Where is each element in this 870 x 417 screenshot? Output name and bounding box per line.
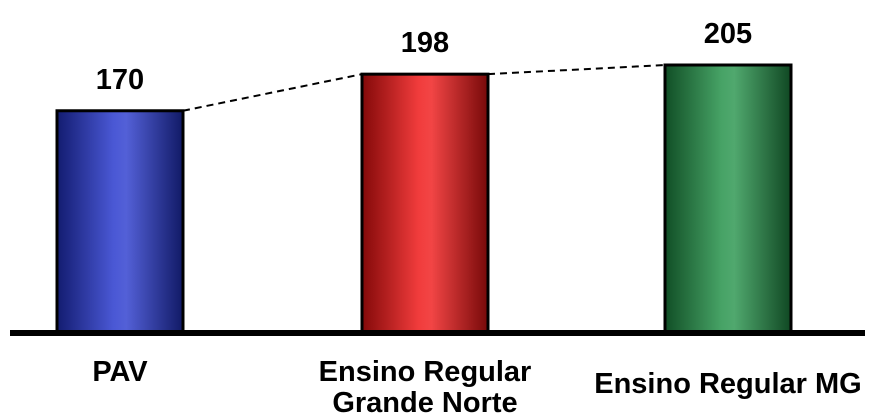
bars-layer [55,63,793,335]
category-label-1-line-1: Grande Norte [332,387,517,417]
category-label-2: Ensino Regular MG [594,368,861,400]
category-label-0: PAV [92,356,148,388]
bar-1 [360,72,490,335]
connector-line-1 [487,64,666,76]
data-label-1: 198 [401,27,449,59]
bar-2 [663,63,793,335]
value-labels-layer: 170 198 205 [96,18,752,96]
data-label-2: 205 [704,18,752,50]
connector-line-0 [182,73,363,112]
category-label-1-line-0: Ensino Regular [319,356,532,388]
bar-0 [55,109,185,335]
data-label-0: 170 [96,64,144,96]
connectors-layer [182,64,666,112]
